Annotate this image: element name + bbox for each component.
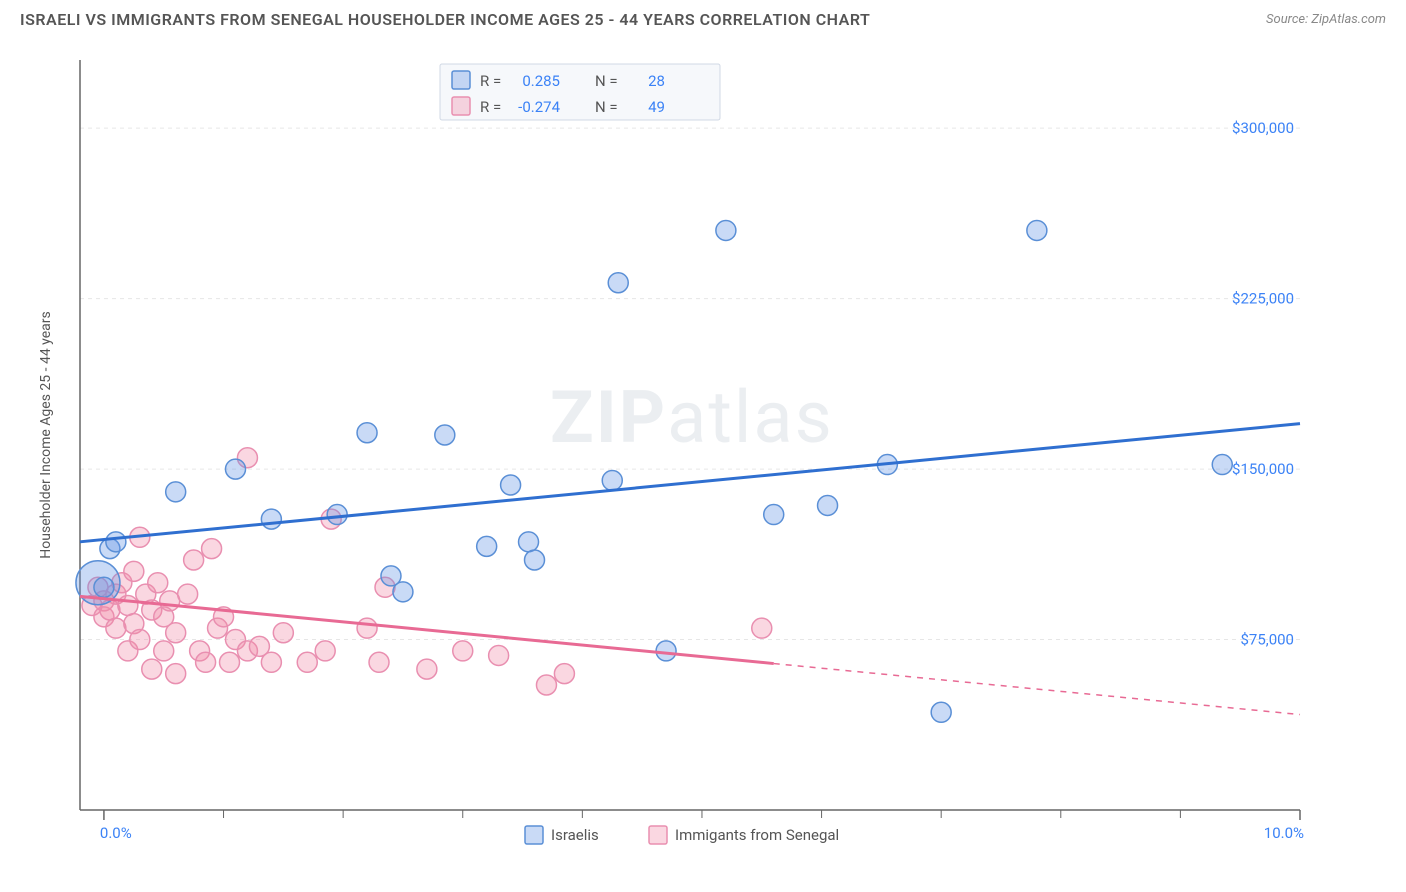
data-point	[202, 539, 222, 559]
data-point	[357, 618, 377, 638]
legend-r-value: -0.274	[518, 98, 560, 116]
data-point	[166, 664, 186, 684]
data-point	[196, 652, 216, 672]
data-point	[501, 475, 521, 495]
data-point	[154, 641, 174, 661]
y-tick-label: $75,000	[1240, 631, 1294, 649]
data-point	[94, 577, 114, 597]
legend-swatch	[452, 97, 470, 115]
legend-swatch	[452, 71, 470, 89]
data-point	[656, 641, 676, 661]
data-point	[435, 425, 455, 445]
legend-r-label: R =	[480, 98, 501, 116]
data-point	[536, 675, 556, 695]
data-point	[297, 652, 317, 672]
legend-n-value: 28	[648, 72, 665, 90]
x-tick-label: 0.0%	[100, 824, 132, 842]
data-point	[608, 273, 628, 293]
data-point	[393, 582, 413, 602]
data-point	[225, 459, 245, 479]
data-point	[273, 623, 293, 643]
data-point	[764, 505, 784, 525]
data-point	[931, 702, 951, 722]
data-point	[716, 220, 736, 240]
data-point	[106, 532, 126, 552]
data-point	[752, 618, 772, 638]
legend-swatch	[525, 826, 543, 844]
chart-title: ISRAELI VS IMMIGRANTS FROM SENEGAL HOUSE…	[20, 10, 870, 29]
y-tick-label: $300,000	[1232, 119, 1294, 137]
data-point	[184, 550, 204, 570]
chart-container: $75,000 $150,000 $225,000 $300,000 0.0% 10.0%…	[20, 40, 1386, 872]
x-tick-label: 10.0%	[1264, 824, 1304, 842]
data-point	[489, 645, 509, 665]
y-axis-label: Householder Income Ages 25 - 44 years	[38, 311, 54, 558]
data-point	[166, 482, 186, 502]
data-point	[602, 470, 622, 490]
y-tick-label: $150,000	[1232, 460, 1294, 478]
legend-series-label: Immigants from Senegal	[675, 826, 839, 844]
data-point	[818, 495, 838, 515]
data-point	[1212, 455, 1232, 475]
data-point	[417, 659, 437, 679]
legend-swatch	[649, 826, 667, 844]
data-point	[315, 641, 335, 661]
data-point	[357, 423, 377, 443]
data-point	[477, 536, 497, 556]
data-point	[554, 664, 574, 684]
data-point	[148, 573, 168, 593]
legend-r-label: R =	[480, 72, 501, 90]
data-point	[1027, 220, 1047, 240]
data-point	[369, 652, 389, 672]
y-tick-label: $225,000	[1232, 290, 1294, 308]
data-point	[106, 618, 126, 638]
data-point	[118, 595, 138, 615]
legend-series-label: Israelis	[551, 826, 599, 844]
data-point	[261, 509, 281, 529]
data-point	[453, 641, 473, 661]
legend-r-value: 0.285	[522, 72, 560, 90]
legend-n-label: N =	[595, 98, 618, 116]
legend-n-label: N =	[595, 72, 618, 90]
data-point	[178, 584, 198, 604]
legend-n-value: 49	[648, 98, 665, 116]
scatter-chart: $75,000 $150,000 $225,000 $300,000 0.0% 10.0%…	[20, 40, 1386, 872]
data-point	[124, 561, 144, 581]
data-point	[327, 505, 347, 525]
data-point	[130, 630, 150, 650]
data-point	[261, 652, 281, 672]
data-point	[166, 623, 186, 643]
data-point	[525, 550, 545, 570]
data-point	[220, 652, 240, 672]
data-point	[142, 659, 162, 679]
source-label: Source: ZipAtlas.com	[1266, 12, 1386, 27]
data-point	[160, 591, 180, 611]
data-point	[519, 532, 539, 552]
